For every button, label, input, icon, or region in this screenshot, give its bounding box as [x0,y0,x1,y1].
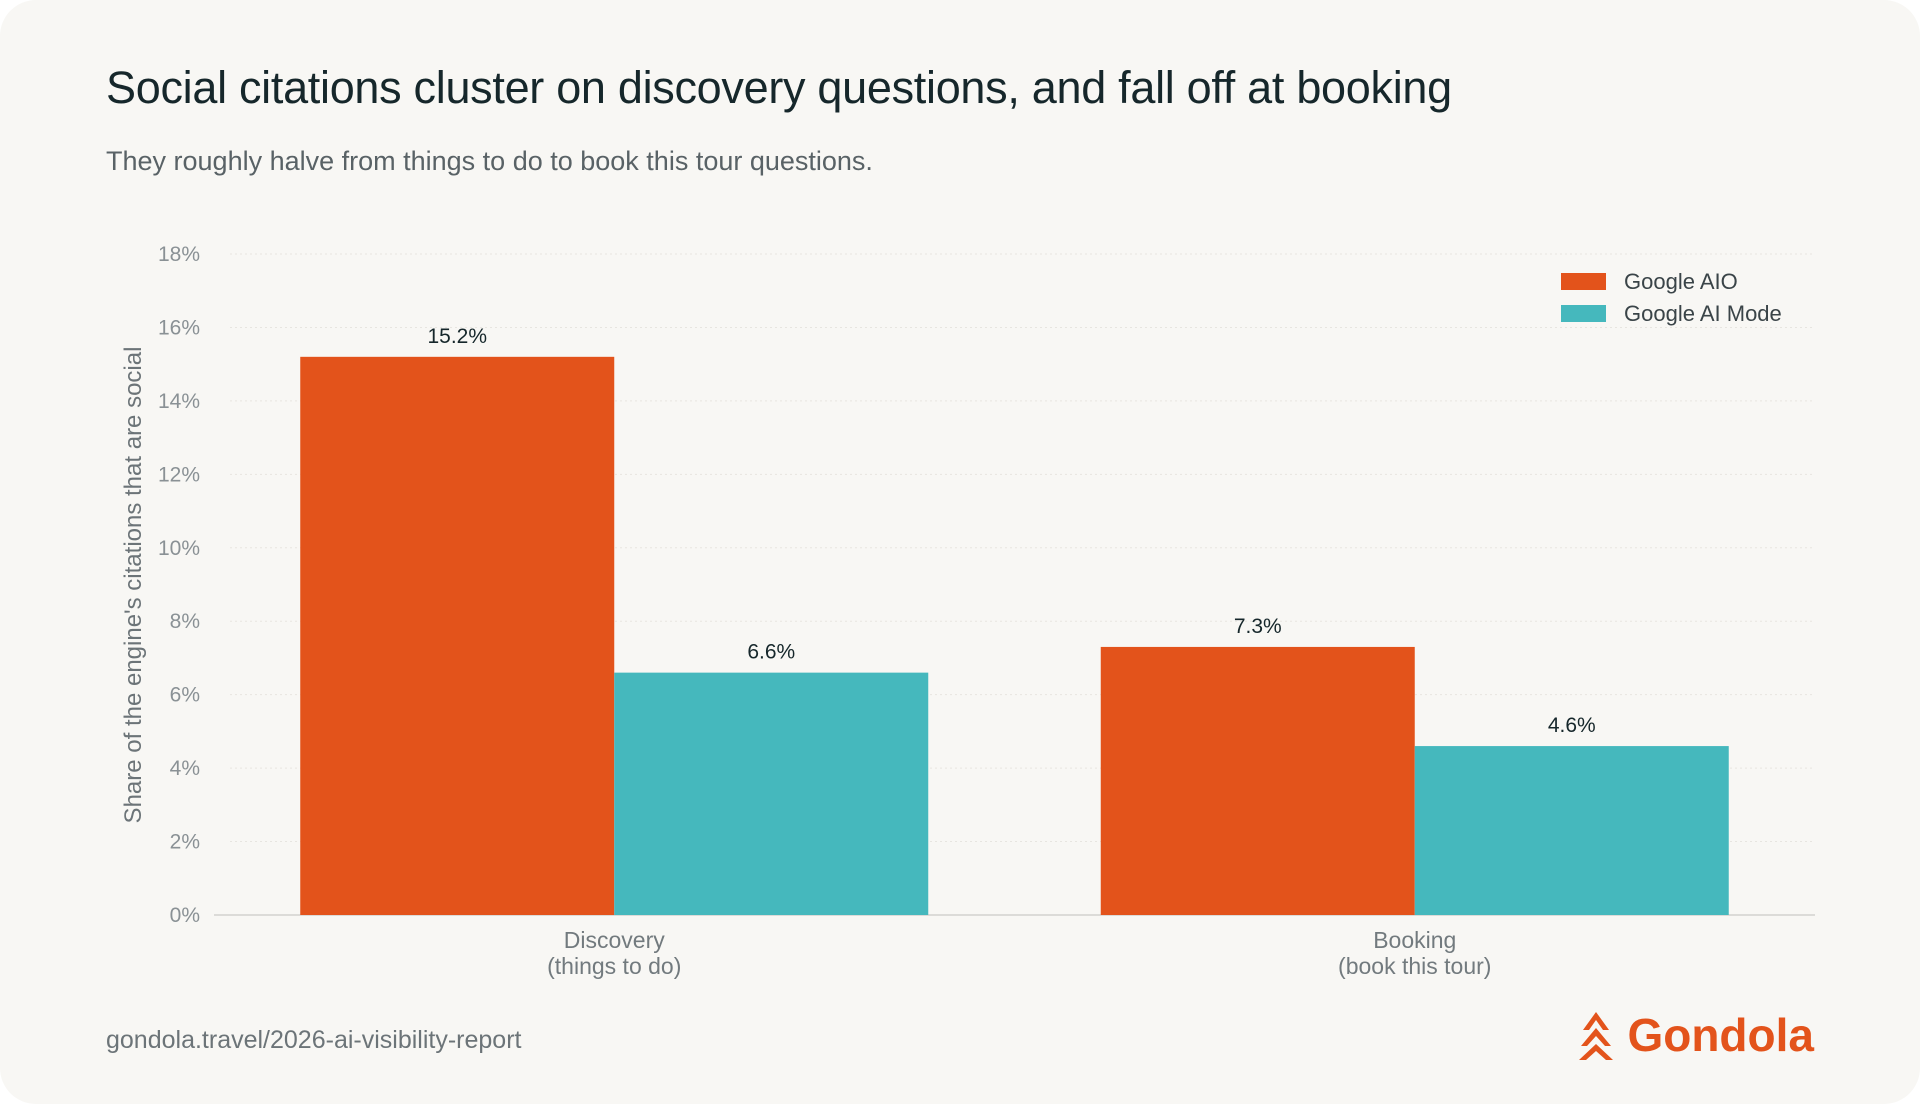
y-tick-label: 8% [170,610,200,633]
bar-value-label: 4.6% [1548,714,1596,737]
x-category-label-line: Booking [1373,927,1456,953]
brand-logo: Gondola [1575,1008,1814,1062]
chart-title: Social citations cluster on discovery qu… [106,62,1452,113]
x-category-label: Discovery (things to do) [547,927,681,979]
y-tick-label: 2% [170,831,200,854]
y-tick-label: 16% [158,316,200,339]
bar-value-label: 7.3% [1234,615,1282,638]
y-tick-label: 10% [158,537,200,560]
legend-label: Google AIO [1624,269,1738,294]
brand-name: Gondola [1627,1009,1814,1061]
y-tick-label: 6% [170,684,200,707]
x-category-label: Booking (book this tour) [1338,927,1491,979]
bar [300,356,615,915]
bar-value-label: 6.6% [747,641,795,664]
bar [1414,746,1729,915]
legend-swatch [1561,273,1606,290]
report-url: gondola.travel/2026-ai-visibility-report [106,1026,522,1054]
y-tick-label: 18% [158,243,200,266]
y-tick-label: 0% [170,904,200,927]
legend-label: Google AI Mode [1624,301,1782,326]
y-tick-label: 12% [158,463,200,486]
y-tick-label: 14% [158,390,200,413]
legend-swatch [1561,305,1606,322]
y-axis-title: Share of the engine's citations that are… [120,347,147,824]
x-category-label-line: (things to do) [547,953,681,979]
bar-value-label: 15.2% [427,325,487,348]
y-tick-label: 4% [170,757,200,780]
bar [614,672,929,915]
x-category-label-line: (book this tour) [1338,953,1491,979]
gondola-logo-icon [1579,1012,1614,1060]
chart-subtitle: They roughly halve from things to do to … [106,146,873,176]
bar [1100,646,1415,915]
x-category-label-line: Discovery [564,927,665,953]
